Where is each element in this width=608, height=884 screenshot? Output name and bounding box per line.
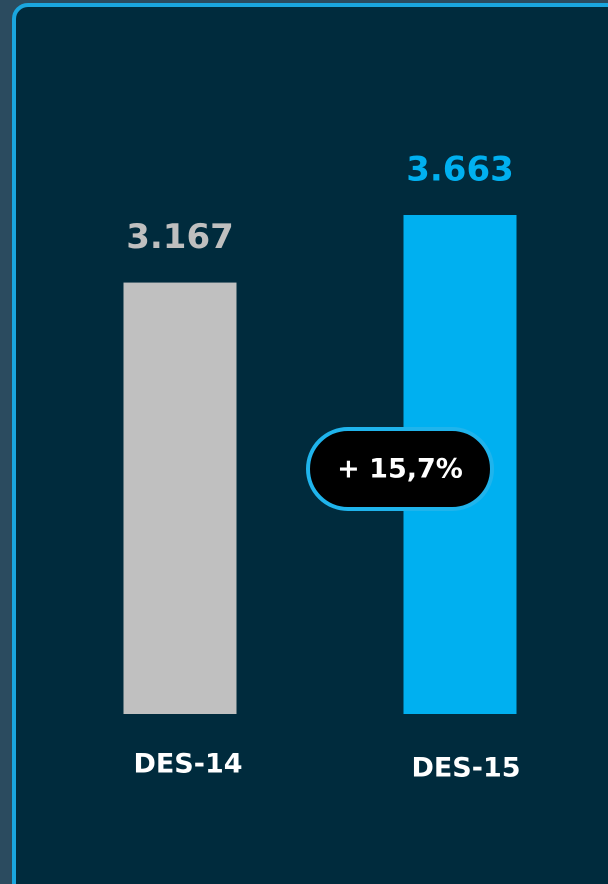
value-label: 3.663 — [406, 150, 514, 190]
annotation-pill — [306, 427, 494, 511]
category-label: DES-15 — [411, 753, 520, 784]
value-label: 3.167 — [126, 217, 234, 257]
annotation: + 15,7% — [337, 454, 463, 485]
bar — [123, 282, 237, 714]
category-label: DES-14 — [133, 749, 242, 780]
